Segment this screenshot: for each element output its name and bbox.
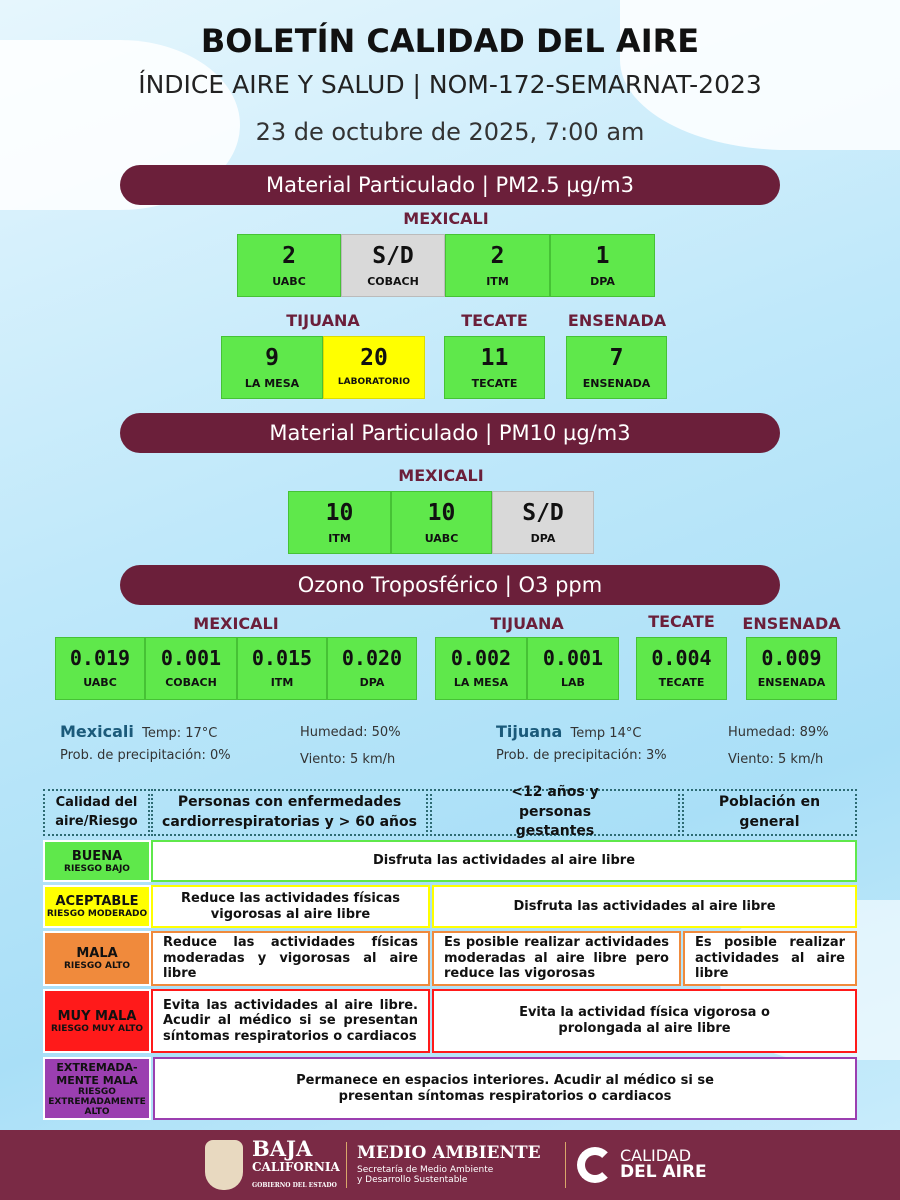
station-tile: 0.001 COBACH (145, 637, 237, 700)
level-extremadamente-mala: EXTREMADA-MENTE MALA RIESGO EXTREMADAMENT… (43, 1057, 151, 1120)
state-seal-icon (205, 1140, 243, 1190)
station-tile: 0.002 LA MESA (435, 637, 527, 700)
station-tile: 11 TECATE (444, 336, 545, 399)
pm25-tijuana-label: TIJUANA (286, 311, 360, 330)
calidad-aire-logo-icon (577, 1147, 613, 1183)
recommendation: Evita las actividades al aire libre. Acu… (151, 989, 430, 1053)
pm25-ensenada-label: ENSENADA (567, 311, 667, 330)
divider (565, 1142, 566, 1188)
station-tile: 2 UABC (237, 234, 341, 297)
o3-mexicali-label: MEXICALI (193, 614, 279, 633)
level-buena: BUENA RIESGO BAJO (43, 840, 151, 882)
weather-tijuana: Tijuana Temp 14°C (496, 722, 642, 741)
dept-logo: MEDIO AMBIENTE Secretaría de Medio Ambie… (357, 1143, 541, 1185)
recommendation: Permanece en espacios interiores. Acudir… (153, 1057, 857, 1120)
footer: BAJA CALIFORNIA GOBIERNO DEL ESTADO MEDI… (0, 1130, 900, 1200)
station-tile: 7 ENSENADA (566, 336, 667, 399)
weather-mexicali-precip: Prob. de precipitación: 0% (60, 748, 231, 763)
table-header: Calidad del aire/Riesgo (43, 789, 150, 836)
weather-tijuana-wind: Viento: 5 km/h (728, 752, 824, 767)
station-tile: 9 LA MESA (221, 336, 323, 399)
o3-tijuana-label: TIJUANA (490, 614, 564, 633)
level-mala: MALA RIESGO ALTO (43, 931, 151, 986)
station-tile: S/D DPA (492, 491, 594, 554)
station-tile: 1 DPA (550, 234, 655, 297)
station-tile: 0.015 ITM (237, 637, 327, 700)
recommendation: Disfruta las actividades al aire libre (151, 840, 857, 882)
pm25-mexicali-label: MEXICALI (403, 209, 489, 228)
brand-logo: CALIDAD DEL AIRE (620, 1146, 707, 1182)
pm10-banner: Material Particulado | PM10 µg/m3 (120, 413, 780, 453)
station-tile: 2 ITM (445, 234, 550, 297)
page-subtitle: ÍNDICE AIRE Y SALUD | NOM-172-SEMARNAT-2… (138, 70, 762, 99)
page-title: BOLETÍN CALIDAD DEL AIRE (200, 22, 700, 60)
station-tile: S/D COBACH (341, 234, 445, 297)
station-tile: 0.009 ENSENADA (746, 637, 837, 700)
weather-mexicali-wind: Viento: 5 km/h (300, 752, 396, 767)
bulletin-date: 23 de octubre de 2025, 7:00 am (255, 118, 645, 146)
table-header: Población en general (682, 789, 857, 836)
pm25-tecate-label: TECATE (461, 311, 528, 330)
station-tile: 10 UABC (391, 491, 492, 554)
recommendation: Es posible realizar actividades moderada… (432, 931, 681, 986)
station-tile: 0.004 TECATE (636, 637, 727, 700)
station-tile: 0.019 UABC (55, 637, 145, 700)
divider (346, 1142, 347, 1188)
table-header: <12 años y personas gestantes (430, 784, 680, 839)
o3-ensenada-label: ENSENADA (742, 614, 841, 633)
level-muy-mala: MUY MALA RIESGO MUY ALTO (43, 989, 151, 1053)
gov-logo: BAJA CALIFORNIA GOBIERNO DEL ESTADO (252, 1136, 340, 1189)
recommendation: Evita la actividad física vigorosa o pro… (432, 989, 857, 1053)
level-aceptable: ACEPTABLE RIESGO MODERADO (43, 885, 151, 928)
pm25-banner: Material Particulado | PM2.5 µg/m3 (120, 165, 780, 205)
recommendation: Reduce las actividades físicas vigorosas… (151, 885, 430, 928)
weather-mexicali: Mexicali Temp: 17°C (60, 722, 218, 741)
station-tile: 0.020 DPA (327, 637, 417, 700)
recommendation: Reduce las actividades físicas moderadas… (151, 931, 430, 986)
weather-mexicali-humidity: Humedad: 50% (300, 725, 401, 740)
o3-banner: Ozono Troposférico | O3 ppm (120, 565, 780, 605)
weather-tijuana-precip: Prob. de precipitación: 3% (496, 748, 667, 763)
station-tile: 10 ITM (288, 491, 391, 554)
table-header: Personas con enfermedades cardiorrespira… (151, 789, 428, 836)
station-tile: 0.001 LAB (527, 637, 619, 700)
o3-tecate-label: TECATE (648, 612, 715, 631)
recommendation: Disfruta las actividades al aire libre (432, 885, 857, 928)
pm10-mexicali-label: MEXICALI (398, 466, 484, 485)
station-tile: 20 LABORATORIO (323, 336, 425, 399)
weather-tijuana-humidity: Humedad: 89% (728, 725, 829, 740)
recommendation: Es posible realizar actividades al aire … (683, 931, 857, 986)
